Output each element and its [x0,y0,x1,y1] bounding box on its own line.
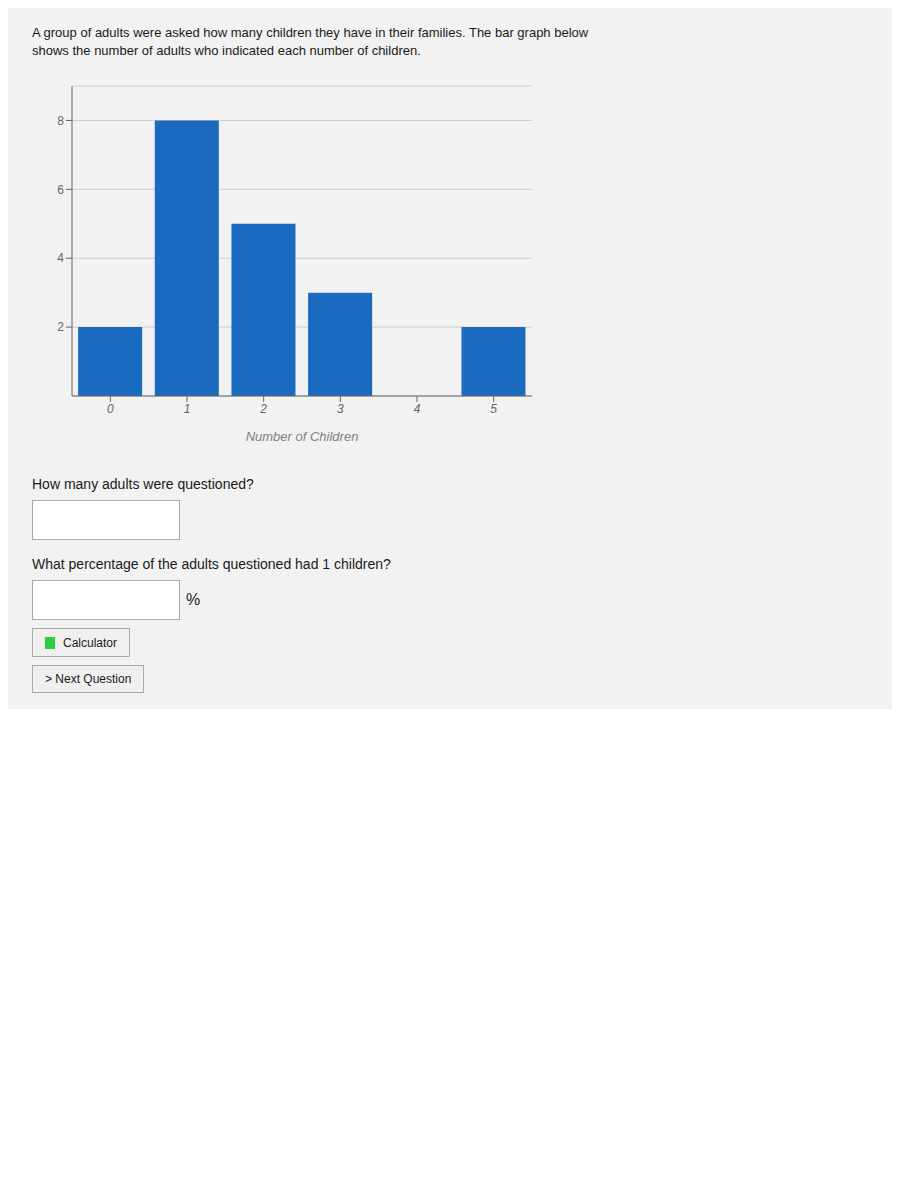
html-text:How many adults were questione: How many adults were questioned? [32,476,254,492]
svg-text:2: 2 [57,320,64,334]
html-text:shows the number of adults who: shows the number of adults who indicated… [32,43,421,58]
svg-text:4: 4 [414,402,421,416]
svg-text:6: 6 [57,183,64,197]
html-text:A group of adults were asked h: A group of adults were asked how many ch… [32,25,589,40]
svg-text:0: 0 [107,402,114,416]
svg-text:1: 1 [184,402,191,416]
html-text:> Next Question: > Next Question [45,671,132,686]
svg-text:8: 8 [57,114,64,128]
svg-text:5: 5 [490,402,497,416]
svg-text:3: 3 [337,402,344,416]
html-text:What percentage of the adults: What percentage of the adults questioned… [32,556,391,572]
html-text:Calculator: Calculator [63,635,117,650]
svg-text:2: 2 [259,402,267,416]
svg-text:4: 4 [57,251,64,265]
svg-text:Number of Children: Number of Children [246,429,359,444]
